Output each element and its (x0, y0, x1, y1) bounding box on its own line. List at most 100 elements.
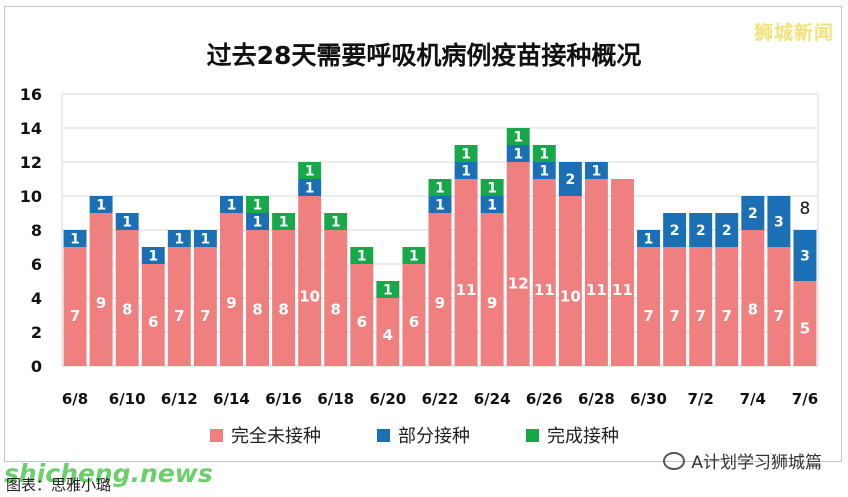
data-label-full-6-25: 1 (513, 130, 523, 146)
legend-item-partial: 部分接种 (377, 422, 470, 448)
data-label-unvaccinated-6-22: 9 (435, 294, 445, 312)
data-label-partial-6-15: 1 (253, 215, 263, 231)
data-label-partial-7-3: 2 (722, 223, 732, 239)
data-label-unvaccinated-6-14: 9 (226, 294, 236, 312)
bar-partial-7-2 (689, 213, 713, 247)
y-tick-label-12: 12 (20, 153, 42, 172)
data-label-unvaccinated-6-11: 6 (148, 313, 158, 331)
legend-item-full: 完成接种 (526, 422, 619, 448)
data-label-unvaccinated-6-13: 7 (200, 307, 210, 325)
wechat-icon (663, 451, 686, 470)
watermark-site: shicheng.news (4, 459, 213, 488)
bar-full-6-23 (454, 145, 478, 162)
data-label-unvaccinated-6-12: 7 (174, 307, 184, 325)
x-tick-label-6-18: 6/18 (317, 390, 354, 408)
bar-full-6-20 (376, 281, 400, 298)
data-label-partial-6-12: 1 (174, 232, 184, 248)
x-tick-label-7-2: 7/2 (688, 390, 714, 408)
bar-full-6-22 (428, 179, 452, 196)
data-label-unvaccinated-6-21: 6 (409, 313, 419, 331)
bar-partial-7-6 (793, 230, 817, 281)
bar-unvaccinated-6-28 (584, 179, 608, 366)
bar-partial-6-10 (115, 213, 139, 230)
data-label-unvaccinated-7-6: 5 (800, 320, 810, 338)
bar-unvaccinated-6-8 (63, 247, 87, 366)
bar-unvaccinated-6-10 (115, 230, 139, 366)
data-label-partial-6-30: 1 (644, 232, 654, 248)
bar-partial-6-9 (89, 196, 113, 213)
legend-swatch-partial (377, 428, 390, 442)
y-tick-label-4: 4 (31, 289, 42, 308)
bar-full-6-21 (402, 247, 426, 264)
data-label-unvaccinated-6-26: 11 (534, 281, 555, 299)
bar-unvaccinated-6-18 (324, 230, 348, 366)
bar-partial-7-5 (767, 196, 791, 247)
x-tick-label-6-28: 6/28 (578, 390, 615, 408)
data-label-partial-6-24: 1 (487, 198, 497, 214)
data-label-full-6-15: 1 (253, 198, 263, 214)
data-label-full-6-22: 1 (435, 181, 445, 197)
bar-partial-7-3 (715, 213, 739, 247)
data-label-unvaccinated-6-18: 8 (331, 300, 341, 318)
data-label-partial-6-9: 1 (96, 198, 106, 214)
data-label-unvaccinated-6-25: 12 (508, 274, 529, 292)
data-label-unvaccinated-6-19: 6 (357, 313, 367, 331)
bar-unvaccinated-7-6 (793, 281, 817, 366)
data-label-unvaccinated-6-29: 11 (612, 281, 633, 299)
bar-full-6-24 (480, 179, 504, 196)
x-tick-label-6-22: 6/22 (422, 390, 459, 408)
bar-partial-6-26 (532, 162, 556, 179)
bar-unvaccinated-6-15 (246, 230, 269, 366)
bar-unvaccinated-6-29 (611, 179, 634, 366)
y-tick-label-14: 14 (20, 119, 42, 138)
brand-label: 狮城新闻 (753, 22, 834, 44)
data-label-unvaccinated-7-5: 7 (774, 307, 784, 325)
x-tick-label-6-14: 6/14 (213, 390, 250, 408)
bar-unvaccinated-6-21 (402, 264, 426, 366)
data-label-unvaccinated-6-20: 4 (383, 326, 393, 344)
data-label-partial-6-14: 1 (227, 198, 237, 214)
data-label-full-6-26: 1 (539, 147, 549, 163)
bar-partial-6-12 (167, 230, 191, 247)
data-label-full-6-21: 1 (409, 249, 419, 265)
bar-unvaccinated-6-20 (376, 298, 400, 366)
data-label-unvaccinated-6-24: 9 (487, 294, 497, 312)
bar-unvaccinated-6-25 (506, 162, 530, 366)
bar-unvaccinated-6-27 (558, 196, 582, 366)
x-tick-label-6-12: 6/12 (161, 390, 198, 408)
data-label-full-6-19: 1 (357, 249, 367, 265)
legend-swatch-full (526, 428, 539, 442)
x-tick-label-6-30: 6/30 (630, 390, 667, 408)
data-label-full-6-17: 1 (305, 164, 315, 180)
data-label-unvaccinated-6-9: 9 (96, 294, 106, 312)
data-label-partial-6-28: 1 (592, 164, 602, 180)
data-label-unvaccinated-7-4: 8 (748, 300, 758, 318)
bar-partial-6-25 (506, 145, 530, 162)
bar-unvaccinated-6-14 (219, 213, 243, 366)
bar-partial-6-13 (193, 230, 217, 247)
wechat-credit-label: A计划学习狮城篇 (691, 453, 822, 473)
bar-partial-6-23 (454, 162, 478, 179)
bar-partial-7-4 (741, 196, 765, 230)
wechat-credit: A计划学习狮城篇 (663, 448, 822, 473)
data-label-full-6-16: 1 (279, 215, 289, 231)
data-label-full-6-23: 1 (461, 147, 471, 163)
bar-full-6-26 (532, 145, 556, 162)
bar-partial-6-17 (298, 179, 322, 196)
footnote: 图表：思雅小璐 (6, 476, 112, 494)
bar-partial-6-14 (219, 196, 243, 213)
y-tick-label-0: 0 (31, 357, 42, 376)
x-tick-label-7-4: 7/4 (740, 390, 766, 408)
data-label-partial-6-10: 1 (122, 215, 132, 231)
bar-unvaccinated-6-12 (167, 247, 191, 366)
data-label-partial-6-26: 1 (539, 164, 549, 180)
bar-unvaccinated-6-24 (480, 213, 504, 366)
bar-full-6-17 (298, 162, 322, 179)
data-label-partial-6-11: 1 (148, 249, 158, 265)
data-label-partial-6-22: 1 (435, 198, 445, 214)
data-label-partial-6-8: 1 (70, 232, 80, 248)
bar-unvaccinated-7-4 (741, 230, 765, 366)
bar-unvaccinated-7-1 (663, 247, 687, 366)
data-label-partial-6-13: 1 (201, 232, 211, 248)
y-tick-label-6: 6 (31, 255, 42, 274)
